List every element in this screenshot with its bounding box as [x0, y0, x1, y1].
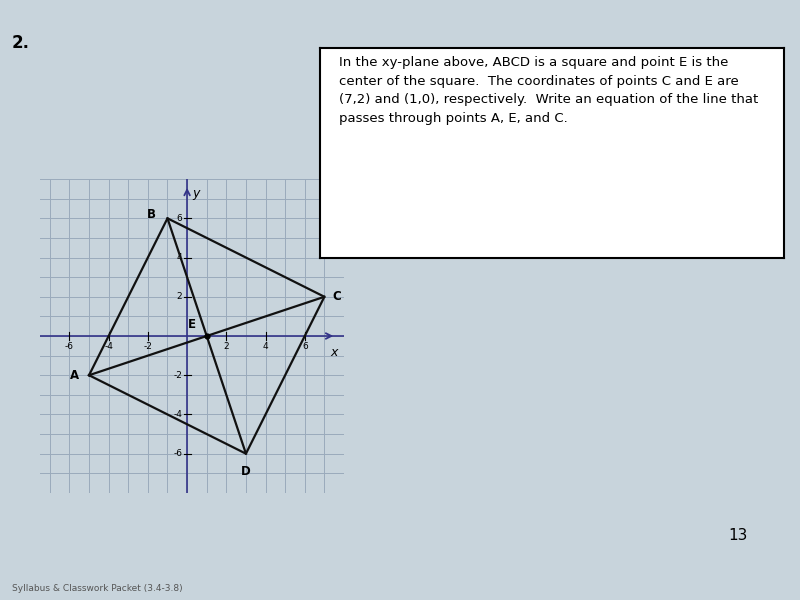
- Text: E: E: [188, 318, 196, 331]
- Text: 2.: 2.: [12, 34, 30, 52]
- Text: 2: 2: [177, 292, 182, 301]
- Text: B: B: [146, 208, 156, 221]
- Text: A: A: [70, 369, 79, 382]
- Text: -4: -4: [174, 410, 182, 419]
- Text: C: C: [332, 290, 341, 303]
- Text: In the xy-plane above, ABCD is a square and point E is the
center of the square.: In the xy-plane above, ABCD is a square …: [338, 56, 758, 125]
- Text: 6: 6: [302, 342, 308, 351]
- Text: 2: 2: [223, 342, 229, 351]
- Text: -6: -6: [173, 449, 182, 458]
- Text: 6: 6: [177, 214, 182, 223]
- Text: -4: -4: [104, 342, 113, 351]
- Text: -2: -2: [174, 371, 182, 380]
- Text: -6: -6: [65, 342, 74, 351]
- Text: 13: 13: [728, 528, 747, 543]
- Text: 4: 4: [177, 253, 182, 262]
- Text: x: x: [330, 346, 338, 359]
- Text: 4: 4: [262, 342, 268, 351]
- Text: y: y: [192, 187, 199, 200]
- Text: -2: -2: [143, 342, 152, 351]
- Text: Syllabus & Classwork Packet (3.4-3.8): Syllabus & Classwork Packet (3.4-3.8): [12, 584, 182, 593]
- Text: D: D: [241, 466, 251, 478]
